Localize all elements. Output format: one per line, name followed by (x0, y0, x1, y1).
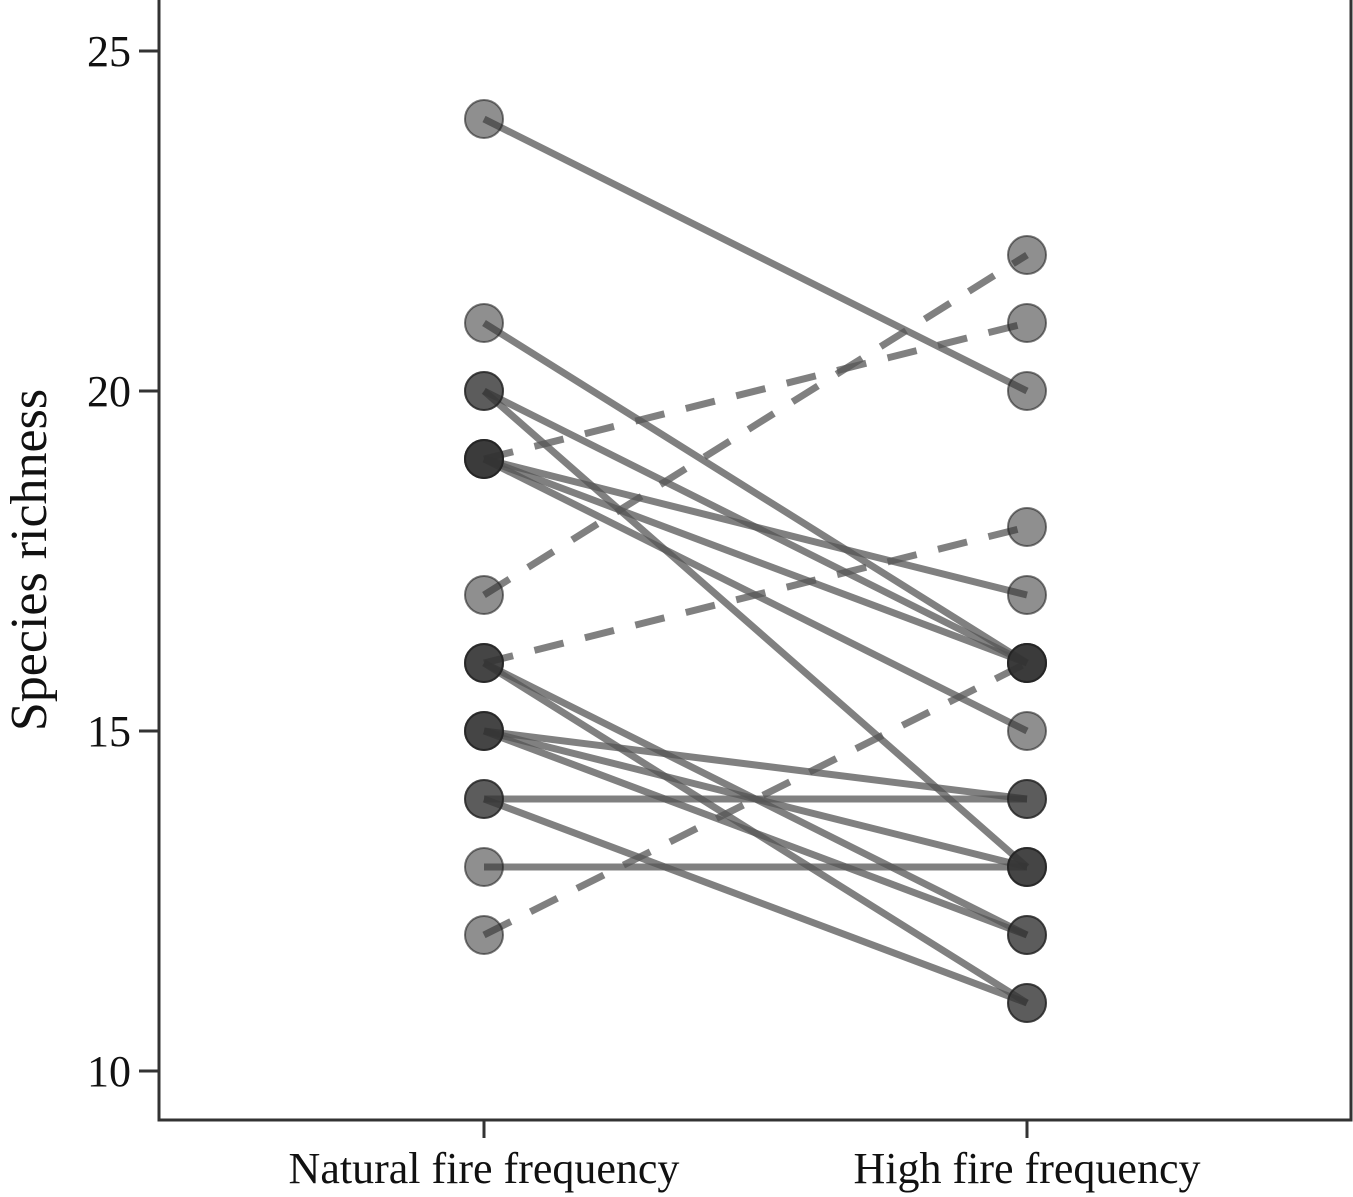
series-line (483, 455, 1028, 599)
data-point (1007, 779, 1047, 819)
data-point (1007, 643, 1047, 683)
data-point (1007, 711, 1047, 751)
series-line (482, 727, 1029, 939)
series-lines (481, 115, 1030, 1007)
x-tick-label: High fire frequency (854, 1144, 1201, 1193)
x-tick-label: Natural fire frequency (289, 1144, 680, 1193)
data-point (1007, 371, 1047, 411)
data-point (464, 303, 504, 343)
data-point (464, 643, 504, 683)
data-point (1007, 303, 1047, 343)
series-line (482, 795, 1029, 1007)
data-point (1007, 235, 1047, 275)
data-point (464, 915, 504, 955)
data-point (464, 847, 504, 887)
x-axis: Natural fire frequency High fire frequenc… (289, 1120, 1201, 1193)
data-point (1007, 915, 1047, 955)
data-point (464, 779, 504, 819)
series-line-dashed (482, 252, 1029, 598)
y-tick-label: 15 (87, 707, 131, 756)
data-point (1007, 575, 1047, 615)
data-point (464, 371, 504, 411)
series-line-dashed (483, 523, 1028, 667)
data-point (1007, 507, 1047, 547)
data-point (1007, 847, 1047, 887)
y-axis-title: Species richness (1, 389, 58, 731)
y-tick-label: 10 (87, 1047, 131, 1096)
series-line (482, 455, 1029, 667)
series-line-dashed (483, 319, 1028, 463)
series-line (482, 320, 1029, 666)
data-point (464, 711, 504, 751)
data-point (1007, 983, 1047, 1023)
data-points (464, 99, 1047, 1023)
y-axis: 10 15 20 25 (87, 27, 159, 1096)
series-line (483, 727, 1028, 803)
series-line (482, 115, 1029, 395)
data-point (464, 575, 504, 615)
data-point (464, 439, 504, 479)
y-tick-label: 25 (87, 27, 131, 76)
y-tick-label: 20 (87, 367, 131, 416)
data-point (464, 99, 504, 139)
